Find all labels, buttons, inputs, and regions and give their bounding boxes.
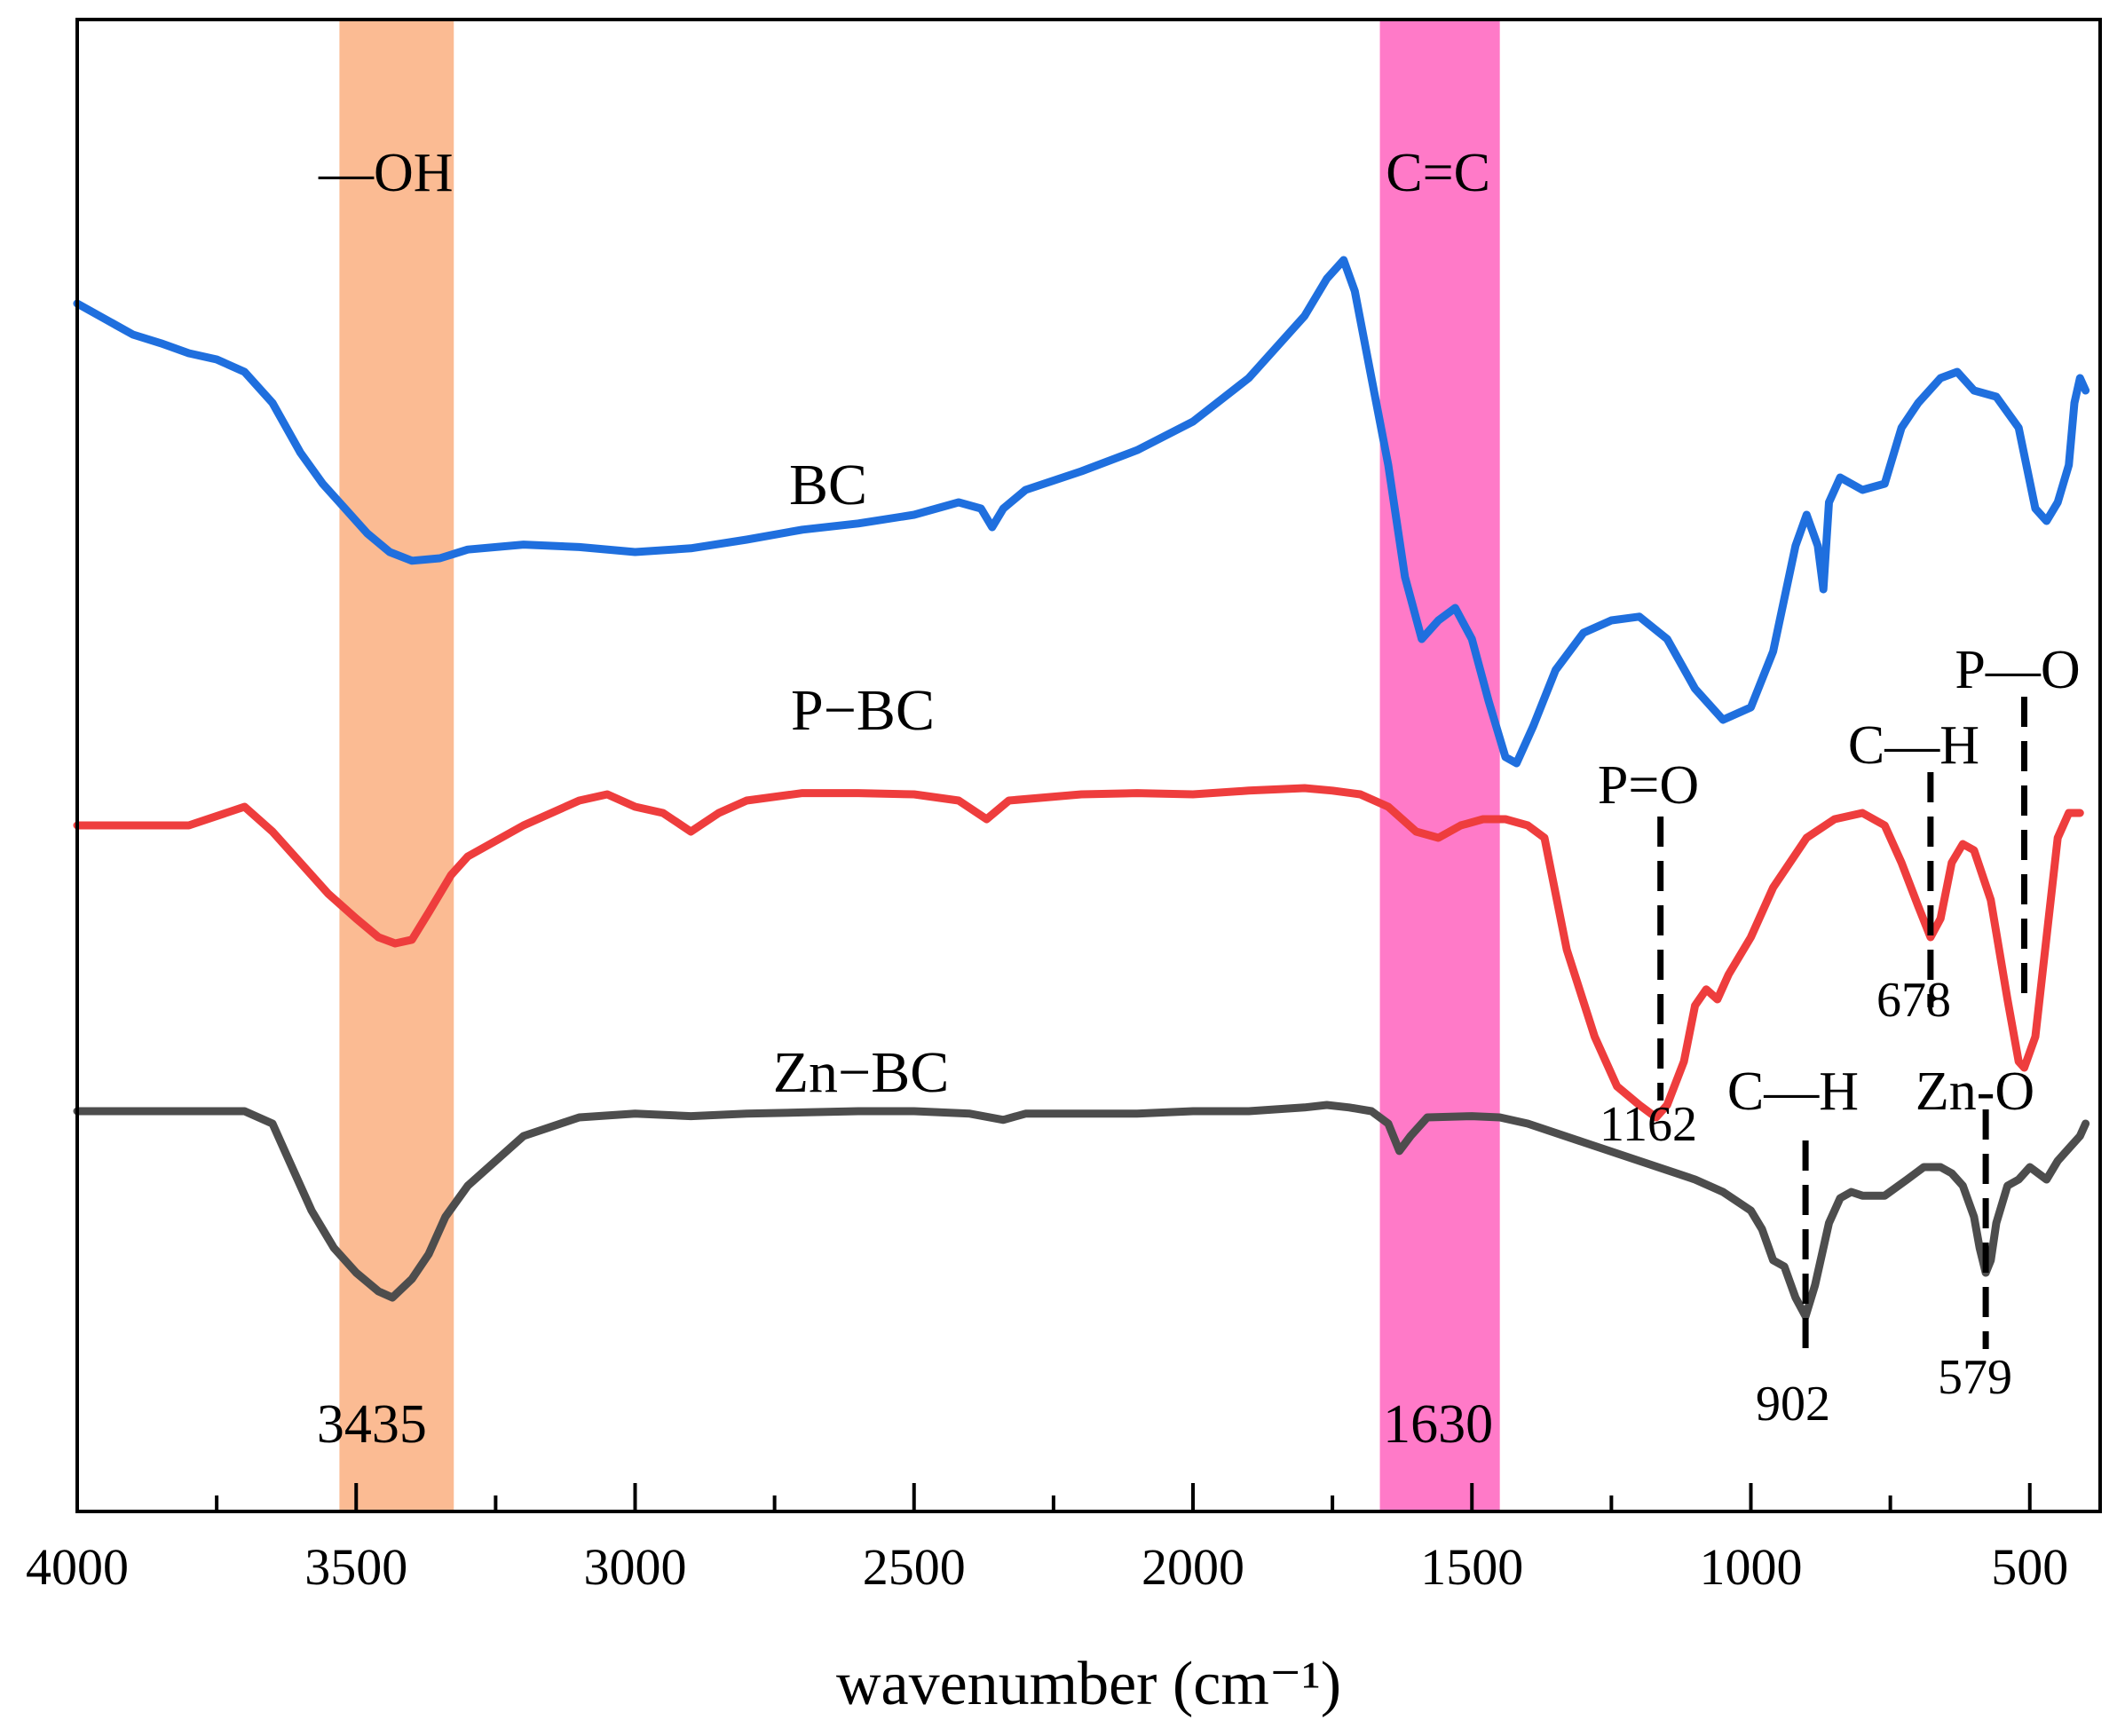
band-center-label-0: 3435 — [317, 1394, 427, 1455]
peak-value-label-902: 902 — [1756, 1377, 1830, 1432]
series-line-bc — [73, 256, 2090, 768]
series-label-bc: BC — [789, 453, 867, 517]
x-tick-label-2500: 2500 — [863, 1538, 966, 1596]
x-axis-title: wavenumber (cm⁻¹) — [836, 1650, 1341, 1718]
series-line-p-bc — [73, 784, 2084, 1122]
x-tick-label-3000: 3000 — [584, 1538, 687, 1596]
series-label-p-bc: P−BC — [791, 678, 935, 743]
peak-value-label-678: 678 — [1876, 973, 1951, 1028]
peak-value-label-579: 579 — [1938, 1350, 2012, 1405]
band-oh — [339, 20, 454, 1511]
peak-group-label-0: C—H — [1727, 1061, 1859, 1122]
x-tick-label-2000: 2000 — [1141, 1538, 1244, 1596]
x-tick-label-4000: 4000 — [26, 1538, 129, 1596]
series-layer: BC P−BC Zn−BC — [73, 256, 2090, 1321]
bands-layer: —OH 3435 C=C 1630 — [317, 18, 1500, 1511]
x-tick-label-500: 500 — [1991, 1538, 2068, 1596]
x-tick-label-1500: 1500 — [1420, 1538, 1523, 1596]
x-tick-label-3500: 3500 — [304, 1538, 407, 1596]
x-axis-ticks: 4000 3500 3000 2500 2000 1500 1000 500 — [26, 1483, 2068, 1596]
band-center-label-1: 1630 — [1383, 1394, 1493, 1455]
band-c-c — [1379, 18, 1500, 1511]
x-tick-label-1000: 1000 — [1700, 1538, 1803, 1596]
series-label-zn-bc: Zn−BC — [773, 1040, 950, 1105]
plot-frame — [75, 18, 2102, 1513]
peaks-layer: C—H 902 Zn-O 579 P=O 1162 C—H 678 P—O — [1598, 640, 2081, 1432]
series-line-zn-bc — [73, 1101, 2090, 1321]
peak-group-label-3: C—H — [1848, 715, 1979, 776]
band-label-0: —OH — [318, 143, 454, 203]
peak-group-label-2: P=O — [1598, 755, 1699, 816]
band-label-1: C=C — [1386, 143, 1490, 203]
peak-value-label-1162: 1162 — [1600, 1097, 1697, 1152]
peak-group-label-1: Zn-O — [1916, 1061, 2034, 1122]
peak-group-label-4: P—O — [1955, 640, 2080, 700]
